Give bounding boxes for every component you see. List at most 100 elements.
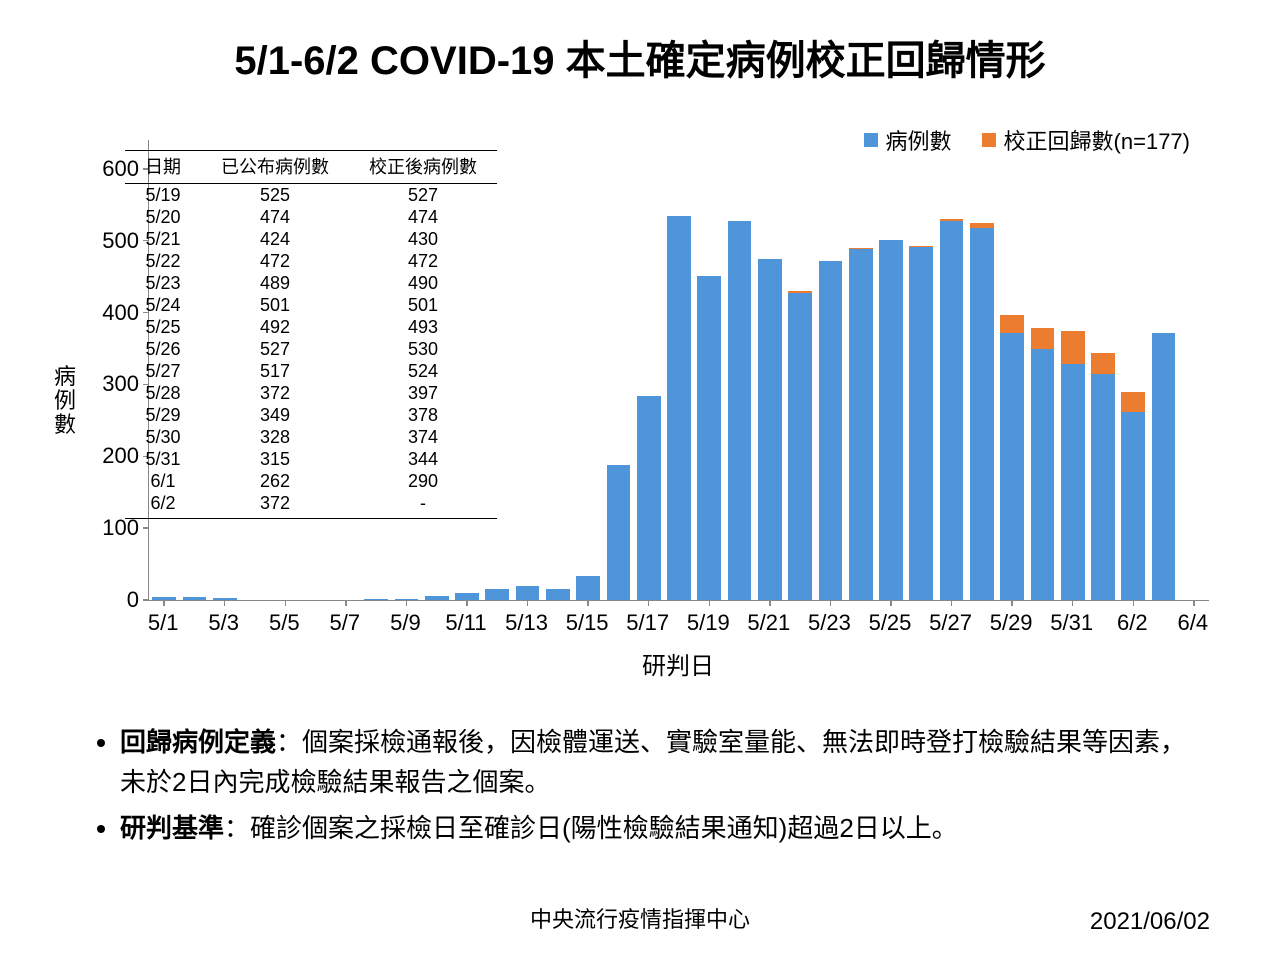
bar [788,291,812,600]
x-tick-label: 5/15 [566,610,609,636]
table-cell: 5/19 [125,184,201,207]
table-row: 5/31315344 [125,448,497,470]
bar [667,216,691,600]
note-label: 回歸病例定義 [120,727,276,757]
table-cell: 372 [201,492,349,518]
slide: 5/1-6/2 COVID-19 本土確定病例校正回歸情形 病例數校正回歸數(n… [0,0,1280,960]
table-row: 5/19525527 [125,184,497,207]
table-cell: 527 [201,338,349,360]
bar [758,259,782,600]
table-cell: 262 [201,470,349,492]
table-cell: 5/24 [125,294,201,316]
bar-segment-base [970,228,994,600]
table-row: 5/24501501 [125,294,497,316]
table-cell: 5/28 [125,382,201,404]
x-tick-label: 5/5 [269,610,300,636]
table-cell: 349 [201,404,349,426]
table-cell: 492 [201,316,349,338]
x-tick-label: 5/25 [869,610,912,636]
bar-segment-base [364,599,388,600]
bar-segment-base [1152,333,1176,600]
bar [364,599,388,600]
bar-segment-top [788,291,812,293]
x-tick-label: 6/2 [1117,610,1148,636]
y-axis-title: 病例數 [54,365,76,437]
bar-segment-base [183,597,207,600]
table-row: 5/21424430 [125,228,497,250]
bar [607,465,631,600]
table-cell: 474 [201,206,349,228]
x-tick-label: 5/27 [929,610,972,636]
y-tick-mark [143,527,149,529]
bar-segment-top [1121,392,1145,412]
page-title: 5/1-6/2 COVID-19 本土確定病例校正回歸情形 [0,28,1280,86]
bar [1152,333,1176,600]
bar-segment-base [455,593,479,600]
x-axis-title: 研判日 [148,646,1208,681]
bar [1091,353,1115,600]
table-cell: 489 [201,272,349,294]
bar-segment-base [1091,374,1115,600]
table-cell: 527 [349,184,497,207]
x-tick-labels: 5/15/35/55/75/95/115/135/155/175/195/215… [148,606,1208,636]
table-cell: 530 [349,338,497,360]
bar-segment-base [819,261,843,600]
table-cell: 344 [349,448,497,470]
inset-data-table: 日期已公布病例數校正後病例數5/195255275/204744745/2142… [125,150,497,519]
note-item: 回歸病例定義：個案採檢通報後，因檢體運送、實驗室量能、無法即時登打檢驗結果等因素… [120,722,1200,802]
bar-segment-base [516,586,540,600]
bar [637,396,661,600]
bar-segment-base [425,596,449,600]
bar-segment-top [909,246,933,247]
table-cell: 5/22 [125,250,201,272]
table-row: 5/29349378 [125,404,497,426]
bar [546,589,570,600]
bar [879,240,903,600]
bar-segment-base [1121,412,1145,600]
table-cell: 501 [201,294,349,316]
bar [970,223,994,600]
table-header-cell: 已公布病例數 [201,151,349,184]
table-row: 5/30328374 [125,426,497,448]
y-tick-mark [143,599,149,601]
table-cell: 5/30 [125,426,201,448]
table-cell: 5/27 [125,360,201,382]
table-cell: 5/25 [125,316,201,338]
x-tick-label: 5/17 [626,610,669,636]
bar-segment-base [637,396,661,600]
bar-segment-base [607,465,631,600]
bar-segment-top [940,219,964,221]
bar-segment-base [697,276,721,600]
table-row: 5/25492493 [125,316,497,338]
table-cell: 5/21 [125,228,201,250]
table-cell: 524 [349,360,497,382]
table-cell: 5/31 [125,448,201,470]
bar-segment-top [970,223,994,228]
bar-segment-base [667,216,691,600]
note-text: ：確診個案之採檢日至確診日(陽性檢驗結果通知)超過2日以上。 [224,813,958,843]
bar-segment-base [1061,364,1085,600]
x-tick-label: 6/4 [1178,610,1209,636]
table-cell: 5/29 [125,404,201,426]
bar-segment-base [909,246,933,600]
x-tick-label: 5/19 [687,610,730,636]
table-row: 5/26527530 [125,338,497,360]
bar-segment-top [849,248,873,249]
table-row: 5/20474474 [125,206,497,228]
x-tick-label: 5/23 [808,610,851,636]
table-cell: 328 [201,426,349,448]
table-row: 5/23489490 [125,272,497,294]
bar [516,586,540,600]
bar [697,276,721,600]
note-text: ：個案採檢通報後，因檢體運送、實驗室量能、無法即時登打檢驗結果等因素，未於2日內… [120,727,1186,797]
table-row: 5/28372397 [125,382,497,404]
table-cell: 472 [201,250,349,272]
bar-segment-base [1031,349,1055,600]
note-label: 研判基準 [120,813,224,843]
table-cell: 474 [349,206,497,228]
bar [576,576,600,600]
table-cell: 372 [201,382,349,404]
table-header-cell: 日期 [125,151,201,184]
x-tick-label: 5/13 [505,610,548,636]
table-cell: 6/2 [125,492,201,518]
